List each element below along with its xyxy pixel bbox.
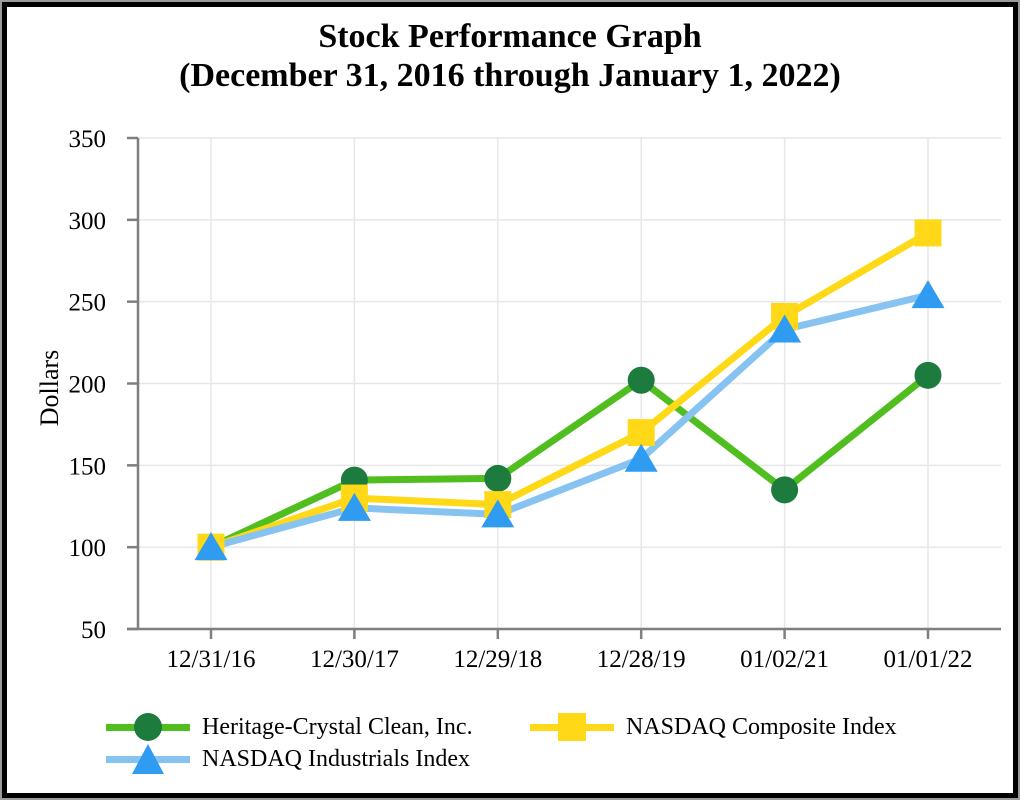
y-tick-label: 250 bbox=[69, 290, 107, 317]
legend-label-nasdaq-composite: NASDAQ Composite Index bbox=[626, 713, 897, 740]
data-point-triangle bbox=[624, 443, 658, 472]
data-point-triangle bbox=[911, 280, 945, 309]
x-tick-label: 12/31/16 bbox=[167, 646, 256, 673]
green-circle-marker-icon bbox=[106, 711, 190, 743]
chart-title-line2: (December 31, 2016 through January 1, 20… bbox=[179, 57, 841, 94]
blue-triangle-marker-icon bbox=[106, 743, 190, 775]
square-marker-icon bbox=[558, 713, 586, 741]
data-point-triangle bbox=[337, 492, 371, 521]
x-tick-label: 12/29/18 bbox=[453, 646, 542, 673]
data-point-square bbox=[914, 219, 942, 247]
data-point-circle bbox=[627, 366, 655, 394]
legend-item-nasdaq-composite: NASDAQ Composite Index bbox=[530, 711, 897, 743]
series-line bbox=[209, 229, 930, 551]
data-point-circle bbox=[484, 464, 512, 492]
y-tick-label: 200 bbox=[69, 372, 107, 399]
x-tick-label: 01/01/22 bbox=[884, 646, 973, 673]
triangle-marker-icon bbox=[132, 744, 164, 774]
x-tick-label: 12/30/17 bbox=[310, 646, 399, 673]
x-tick-label: 12/28/19 bbox=[597, 646, 686, 673]
series-line bbox=[210, 291, 929, 551]
legend-label-nasdaq-industrials: NASDAQ Industrials Index bbox=[202, 745, 470, 772]
data-point-triangle bbox=[194, 532, 228, 561]
legend-label-heritage-crystal-clean: Heritage-Crystal Clean, Inc. bbox=[202, 713, 473, 740]
data-point-circle bbox=[914, 361, 942, 389]
data-point-circle bbox=[771, 476, 799, 504]
y-tick-label: 150 bbox=[69, 453, 107, 480]
legend-item-nasdaq-industrials: NASDAQ Industrials Index bbox=[106, 743, 470, 775]
x-tick-label: 01/02/21 bbox=[740, 646, 829, 673]
y-tick-label: 300 bbox=[69, 208, 107, 235]
y-tick-label: 100 bbox=[69, 535, 107, 562]
yellow-square-marker-icon bbox=[530, 711, 614, 743]
circle-marker-icon bbox=[134, 713, 162, 741]
legend-item-heritage-crystal-clean: Heritage-Crystal Clean, Inc. bbox=[106, 711, 473, 743]
y-tick-label: 350 bbox=[69, 126, 107, 153]
chart-title: Stock Performance Graph (December 31, 20… bbox=[0, 17, 1020, 95]
series-line bbox=[209, 372, 931, 551]
data-point-square bbox=[627, 419, 655, 447]
y-tick-label: 50 bbox=[81, 617, 106, 644]
data-point-triangle bbox=[481, 499, 515, 528]
chart-title-line1: Stock Performance Graph bbox=[318, 18, 702, 55]
data-point-triangle bbox=[768, 314, 802, 343]
